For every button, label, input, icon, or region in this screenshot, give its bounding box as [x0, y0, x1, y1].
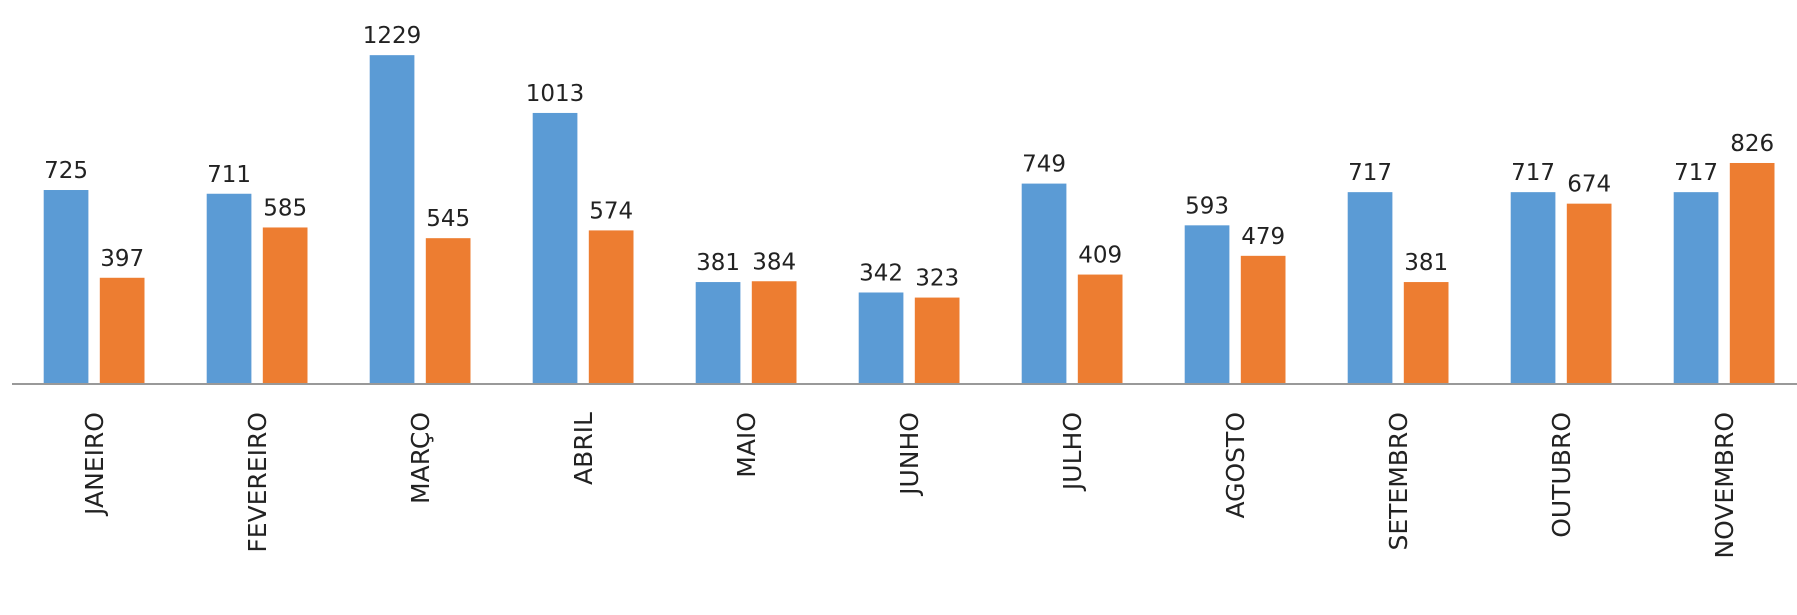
x-tick-label: JULHO — [1058, 412, 1087, 492]
x-tick-label: MARÇO — [406, 412, 435, 504]
bar — [1184, 225, 1230, 384]
bar — [206, 193, 252, 384]
x-tick-label: MAIO — [732, 412, 761, 478]
x-tick-label: ABRIL — [569, 412, 598, 485]
x-tick-label: OUTUBRO — [1547, 412, 1576, 538]
bar — [99, 277, 145, 384]
value-label: 323 — [915, 266, 959, 292]
value-label: 1013 — [526, 81, 585, 107]
value-label: 674 — [1567, 172, 1611, 198]
bar — [1510, 192, 1556, 384]
value-label: 749 — [1022, 152, 1066, 178]
x-tick-label: FEVEREIRO — [243, 412, 272, 553]
bar — [532, 112, 578, 385]
x-tick-label: AGOSTO — [1221, 412, 1250, 519]
x-tick-label: JANEIRO — [80, 412, 109, 517]
value-label: 574 — [589, 198, 633, 224]
bar — [1403, 282, 1449, 384]
bar — [425, 238, 471, 384]
value-label: 545 — [426, 206, 470, 232]
value-label: 826 — [1730, 131, 1774, 157]
bar — [43, 190, 89, 384]
bar — [262, 227, 308, 384]
bar — [695, 282, 741, 384]
value-label: 381 — [696, 250, 740, 276]
value-label: 342 — [859, 260, 903, 286]
bar — [1021, 183, 1067, 384]
x-tick-label: NOVEMBRO — [1710, 412, 1739, 559]
bar — [1566, 203, 1612, 384]
x-tick-label: JUNHO — [895, 412, 924, 497]
bar — [588, 230, 634, 384]
bar — [914, 297, 960, 384]
value-label: 585 — [263, 195, 307, 221]
bar — [1673, 192, 1719, 384]
value-label: 593 — [1185, 193, 1229, 219]
value-label: 717 — [1348, 160, 1392, 186]
x-tick-label: SETEMBRO — [1384, 412, 1413, 551]
bar — [1077, 274, 1123, 384]
bar — [369, 55, 415, 384]
value-label: 711 — [207, 162, 251, 188]
bar — [1240, 255, 1286, 384]
bar — [858, 292, 904, 384]
value-label: 397 — [100, 246, 144, 272]
value-label: 384 — [752, 249, 796, 275]
value-label: 717 — [1674, 160, 1718, 186]
bar — [1347, 192, 1393, 384]
value-label: 717 — [1511, 160, 1555, 186]
bar — [1729, 162, 1775, 384]
value-label: 479 — [1241, 224, 1285, 250]
value-label: 381 — [1404, 250, 1448, 276]
value-label: 1229 — [363, 23, 422, 49]
value-label: 409 — [1078, 243, 1122, 269]
value-label: 725 — [44, 158, 88, 184]
bar — [751, 281, 797, 384]
